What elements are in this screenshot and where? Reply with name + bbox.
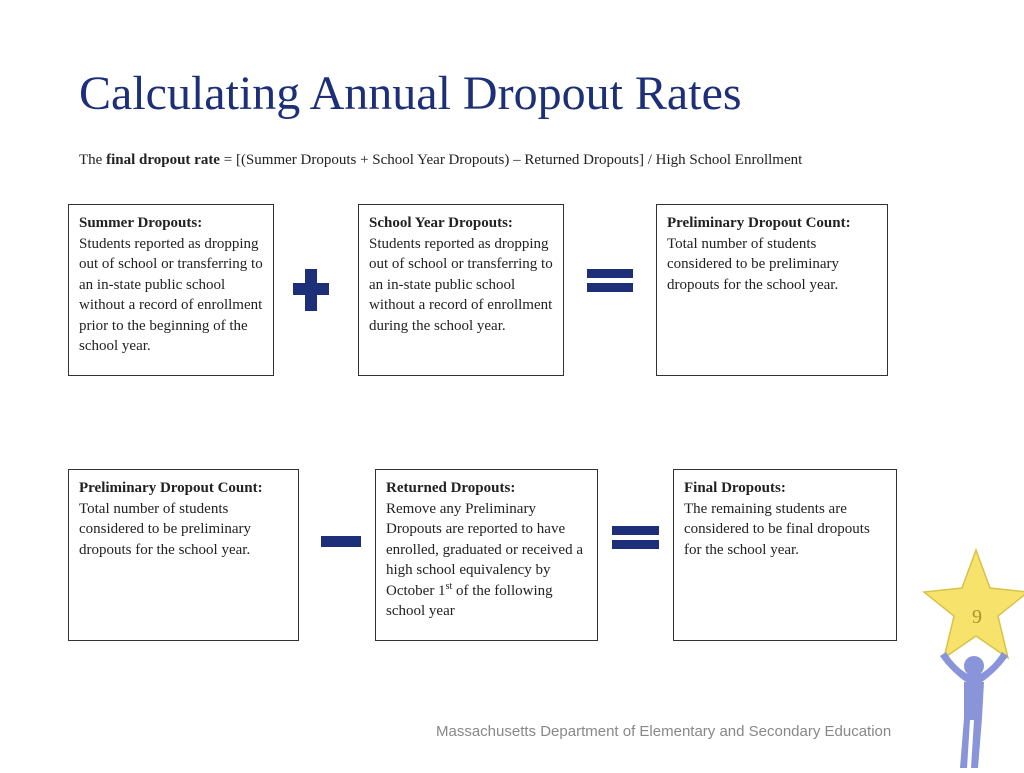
box-heading: School Year Dropouts: [369, 215, 513, 231]
footer-text: Massachusetts Department of Elementary a… [436, 723, 892, 740]
superscript: st [445, 580, 453, 592]
box-heading: Final Dropouts: [684, 480, 786, 496]
box-body: Total number of students considered to b… [79, 500, 252, 558]
summer-dropouts-box: Summer Dropouts: Students reported as dr… [68, 204, 274, 376]
school-year-dropouts-box: School Year Dropouts: Students reported … [358, 204, 564, 376]
preliminary-dropout-count-box-2: Preliminary Dropout Count: Total number … [68, 469, 299, 641]
box-body: Students reported as dropping out of sch… [79, 235, 263, 355]
box-body-part: Remove any Preliminary Dropouts are repo… [386, 500, 583, 599]
formula-prefix: The [79, 152, 107, 168]
box-body: Students reported as dropping out of sch… [369, 235, 553, 334]
equals-icon-2 [612, 526, 659, 550]
returned-dropouts-box: Returned Dropouts: Remove any Preliminar… [375, 469, 598, 641]
final-dropouts-box: Final Dropouts: The remaining students a… [673, 469, 897, 641]
box-body: Remove any Preliminary Dropouts are repo… [386, 501, 583, 620]
box-heading: Preliminary Dropout Count: [79, 480, 263, 496]
box-body: The remaining students are considered to… [684, 500, 870, 558]
formula-text: The final dropout rate = [(Summer Dropou… [79, 152, 802, 169]
page-number: 9 [972, 606, 982, 628]
page-title: Calculating Annual Dropout Rates [79, 67, 742, 120]
plus-icon [293, 269, 329, 311]
box-body-part: of the following school year [386, 582, 553, 620]
preliminary-dropout-count-box: Preliminary Dropout Count: Total number … [656, 204, 888, 376]
box-heading: Preliminary Dropout Count: [667, 215, 851, 231]
star-figure-icon [918, 547, 1024, 768]
formula-bold: final dropout rate [106, 152, 220, 168]
box-heading: Summer Dropouts: [79, 215, 203, 231]
box-heading: Returned Dropouts: [386, 480, 516, 496]
formula-rest: = [(Summer Dropouts + School Year Dropou… [219, 152, 803, 168]
box-body: Total number of students considered to b… [667, 235, 840, 293]
equals-icon [587, 269, 633, 293]
minus-icon [321, 536, 361, 547]
